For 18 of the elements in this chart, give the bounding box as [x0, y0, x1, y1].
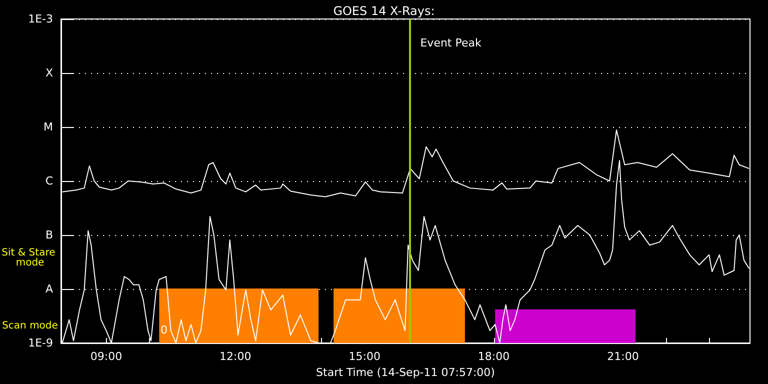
- x-tick-label: 09:00: [90, 350, 122, 363]
- ref-line-label: Event Peak: [420, 36, 482, 50]
- y-tick-label: X: [45, 66, 54, 80]
- annotation: 0: [160, 324, 168, 336]
- y-tick-label: C: [45, 174, 54, 188]
- y-tick-label: M: [44, 120, 53, 134]
- y-tick-label: B: [45, 228, 53, 242]
- x-tick-label: 12:00: [220, 350, 252, 363]
- y-tick-label: 1E-9: [28, 336, 53, 350]
- chart-title: GOES 14 X-Rays:: [333, 4, 435, 18]
- x-tick-label: 18:00: [478, 350, 510, 363]
- x-tick-label: 21:00: [607, 350, 639, 363]
- x-axis-title: Start Time (14-Sep-11 07:57:00): [316, 366, 495, 379]
- x-tick-label: 15:00: [348, 350, 380, 363]
- text: Scan mode: [2, 320, 58, 332]
- y-tick-label: A: [45, 282, 54, 296]
- y-tick-label: 1E-3: [28, 12, 53, 26]
- text: Sit & Stare mode: [2, 248, 58, 268]
